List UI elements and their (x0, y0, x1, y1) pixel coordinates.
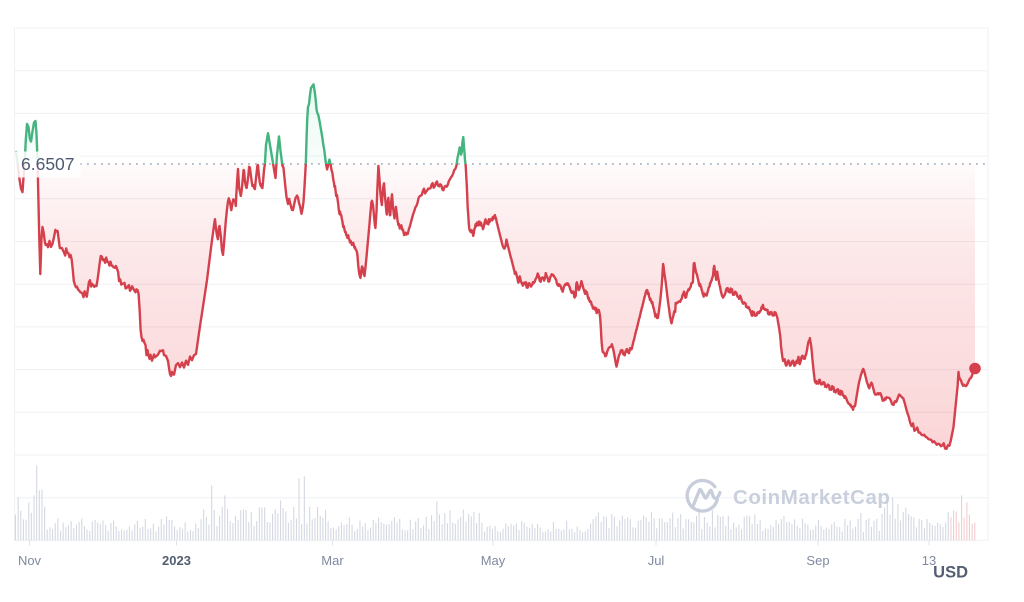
svg-text:May: May (481, 553, 506, 568)
svg-text:Sep: Sep (806, 553, 829, 568)
svg-text:USD: USD (933, 564, 968, 582)
svg-text:6.6507: 6.6507 (21, 154, 75, 174)
svg-text:Mar: Mar (321, 553, 344, 568)
svg-text:CoinMarketCap: CoinMarketCap (733, 486, 891, 509)
svg-text:Nov: Nov (18, 553, 42, 568)
svg-text:13: 13 (922, 553, 936, 568)
svg-text:Jul: Jul (648, 553, 665, 568)
svg-text:2023: 2023 (162, 553, 191, 568)
